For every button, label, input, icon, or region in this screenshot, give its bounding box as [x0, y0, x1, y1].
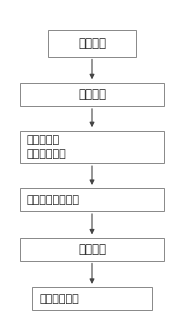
- Text: 二进制标记
和小对象移出: 二进制标记 和小对象移出: [27, 136, 66, 159]
- Text: 提取手掌轮廓: 提取手掌轮廓: [39, 294, 79, 304]
- FancyBboxPatch shape: [32, 287, 152, 310]
- FancyBboxPatch shape: [20, 238, 164, 261]
- Text: 滤波和形态学操作: 滤波和形态学操作: [27, 194, 80, 205]
- FancyBboxPatch shape: [48, 30, 136, 57]
- FancyBboxPatch shape: [20, 131, 164, 163]
- Text: 轮廓跟踪: 轮廓跟踪: [78, 242, 106, 256]
- FancyBboxPatch shape: [20, 188, 164, 211]
- Text: 输入图像: 输入图像: [78, 37, 106, 50]
- FancyBboxPatch shape: [20, 83, 164, 106]
- Text: 移出背景: 移出背景: [78, 88, 106, 101]
